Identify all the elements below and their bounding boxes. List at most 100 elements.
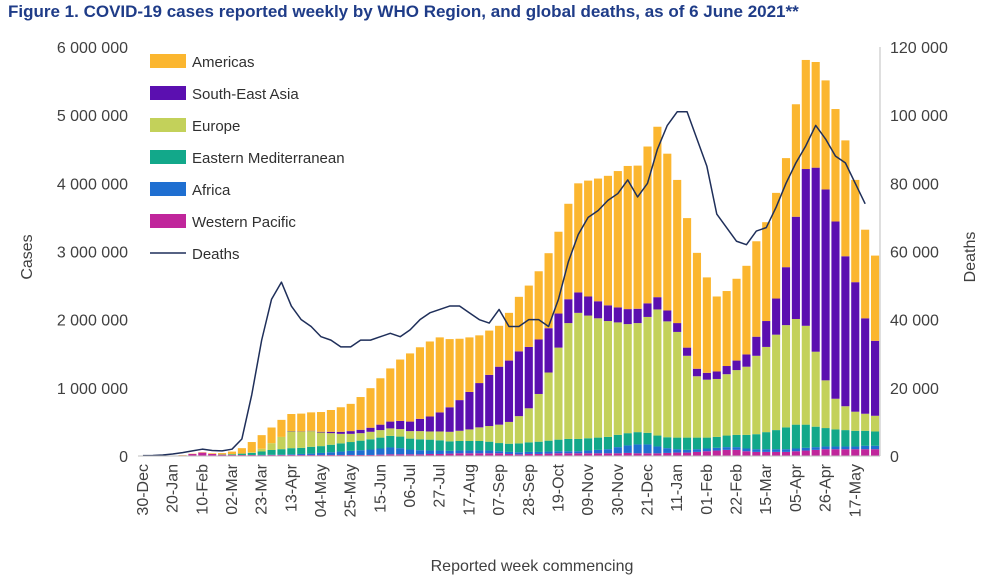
bar-segment xyxy=(673,323,682,332)
bar-segment xyxy=(781,158,791,268)
bar-segment xyxy=(326,409,335,432)
bar-segment xyxy=(455,441,464,451)
bar-segment xyxy=(376,448,385,455)
bar-segment xyxy=(267,443,276,450)
y2-tick-label: 100 000 xyxy=(890,108,948,125)
bar-segment xyxy=(861,413,870,431)
bars-layer xyxy=(138,59,880,457)
bar-segment xyxy=(406,449,415,455)
bar-segment xyxy=(663,321,672,438)
bar-segment xyxy=(376,437,385,449)
x-tick-label: 30-Nov xyxy=(610,464,627,516)
bar-segment xyxy=(653,435,662,447)
bar-segment xyxy=(208,453,217,456)
bar-segment xyxy=(811,351,820,427)
bar-segment xyxy=(732,370,741,435)
bar-segment xyxy=(633,323,642,433)
bar-segment xyxy=(633,165,642,309)
bar-segment xyxy=(336,433,345,444)
bar-segment xyxy=(742,434,751,449)
bar-segment xyxy=(247,454,256,456)
x-tick-label: 20-Jan xyxy=(165,464,182,513)
bar-segment xyxy=(465,337,474,392)
x-tick-label: 06-Jul xyxy=(402,464,419,508)
legend-swatch xyxy=(150,150,186,164)
bar-segment xyxy=(821,449,830,456)
bar-segment xyxy=(445,450,454,454)
bar-segment xyxy=(871,431,880,446)
bar-segment xyxy=(613,447,622,454)
bar-segment xyxy=(524,346,533,409)
bar-segment xyxy=(524,451,533,454)
bar-segment xyxy=(712,450,721,456)
bar-segment xyxy=(218,454,227,456)
bar-segment xyxy=(871,449,880,456)
x-tick-label: 21-Dec xyxy=(640,464,657,516)
x-tick-label: 30-Dec xyxy=(135,464,152,516)
bar-segment xyxy=(415,439,425,451)
y2-tick-label: 120 000 xyxy=(890,40,948,57)
bar-segment xyxy=(692,449,702,452)
bar-segment xyxy=(455,430,464,442)
bar-segment xyxy=(871,445,880,450)
bar-segment xyxy=(237,453,246,455)
bar-segment xyxy=(346,454,355,456)
bar-segment xyxy=(524,285,533,347)
bar-segment xyxy=(544,253,553,329)
bar-segment xyxy=(613,322,622,435)
axes-layer: 0 1 000 000 2 000 000 3 000 000 4 000 000 5 0… xyxy=(57,40,948,517)
bar-segment xyxy=(346,431,355,434)
x-tick-label: 17-May xyxy=(847,464,864,517)
y-tick-label: 3 000 000 xyxy=(57,245,128,262)
bar-segment xyxy=(603,436,612,450)
bar-segment xyxy=(425,450,434,454)
x-axis-label: Reported week commencing xyxy=(431,558,634,575)
bar-segment xyxy=(227,454,237,456)
bar-segment xyxy=(683,449,692,453)
bar-segment xyxy=(445,431,454,442)
bar-segment xyxy=(791,216,800,319)
bar-segment xyxy=(415,418,425,432)
bar-segment xyxy=(791,318,800,425)
bar-segment xyxy=(762,451,771,456)
bar-segment xyxy=(455,450,464,454)
bar-segment xyxy=(435,337,444,413)
bar-segment xyxy=(801,59,810,170)
bar-segment xyxy=(781,267,791,326)
bar-segment xyxy=(841,140,850,257)
bar-segment xyxy=(544,453,553,456)
bar-segment xyxy=(376,430,385,438)
bar-segment xyxy=(257,435,266,449)
bar-segment xyxy=(831,398,840,430)
bar-segment xyxy=(752,434,761,450)
bar-segment xyxy=(386,428,395,436)
bar-segment xyxy=(277,419,286,437)
bar-segment xyxy=(346,433,355,443)
deaths-line xyxy=(142,111,866,457)
bar-segment xyxy=(277,449,286,455)
bar-segment xyxy=(544,372,553,441)
bar-segment xyxy=(346,403,355,432)
x-tick-label: 10-Feb xyxy=(194,464,211,515)
bar-segment xyxy=(386,435,395,448)
bar-segment xyxy=(326,452,335,455)
bar-segment xyxy=(415,347,425,419)
bar-segment xyxy=(801,325,810,425)
bar-segment xyxy=(841,446,850,450)
bar-segment xyxy=(564,438,573,452)
bar-segment xyxy=(534,453,543,456)
bar-segment xyxy=(435,440,444,451)
bar-segment xyxy=(218,453,227,455)
bar-segment xyxy=(415,450,425,455)
bar-segment xyxy=(465,441,474,451)
bar-segment xyxy=(307,431,316,447)
bar-segment xyxy=(683,452,692,456)
y-tick-label: 5 000 000 xyxy=(57,108,128,125)
bar-segment xyxy=(326,454,335,456)
bar-segment xyxy=(564,323,573,439)
bar-segment xyxy=(406,454,415,456)
bar-segment xyxy=(772,334,781,431)
bar-segment xyxy=(623,433,632,446)
bar-segment xyxy=(831,429,840,447)
bar-segment xyxy=(366,388,375,428)
